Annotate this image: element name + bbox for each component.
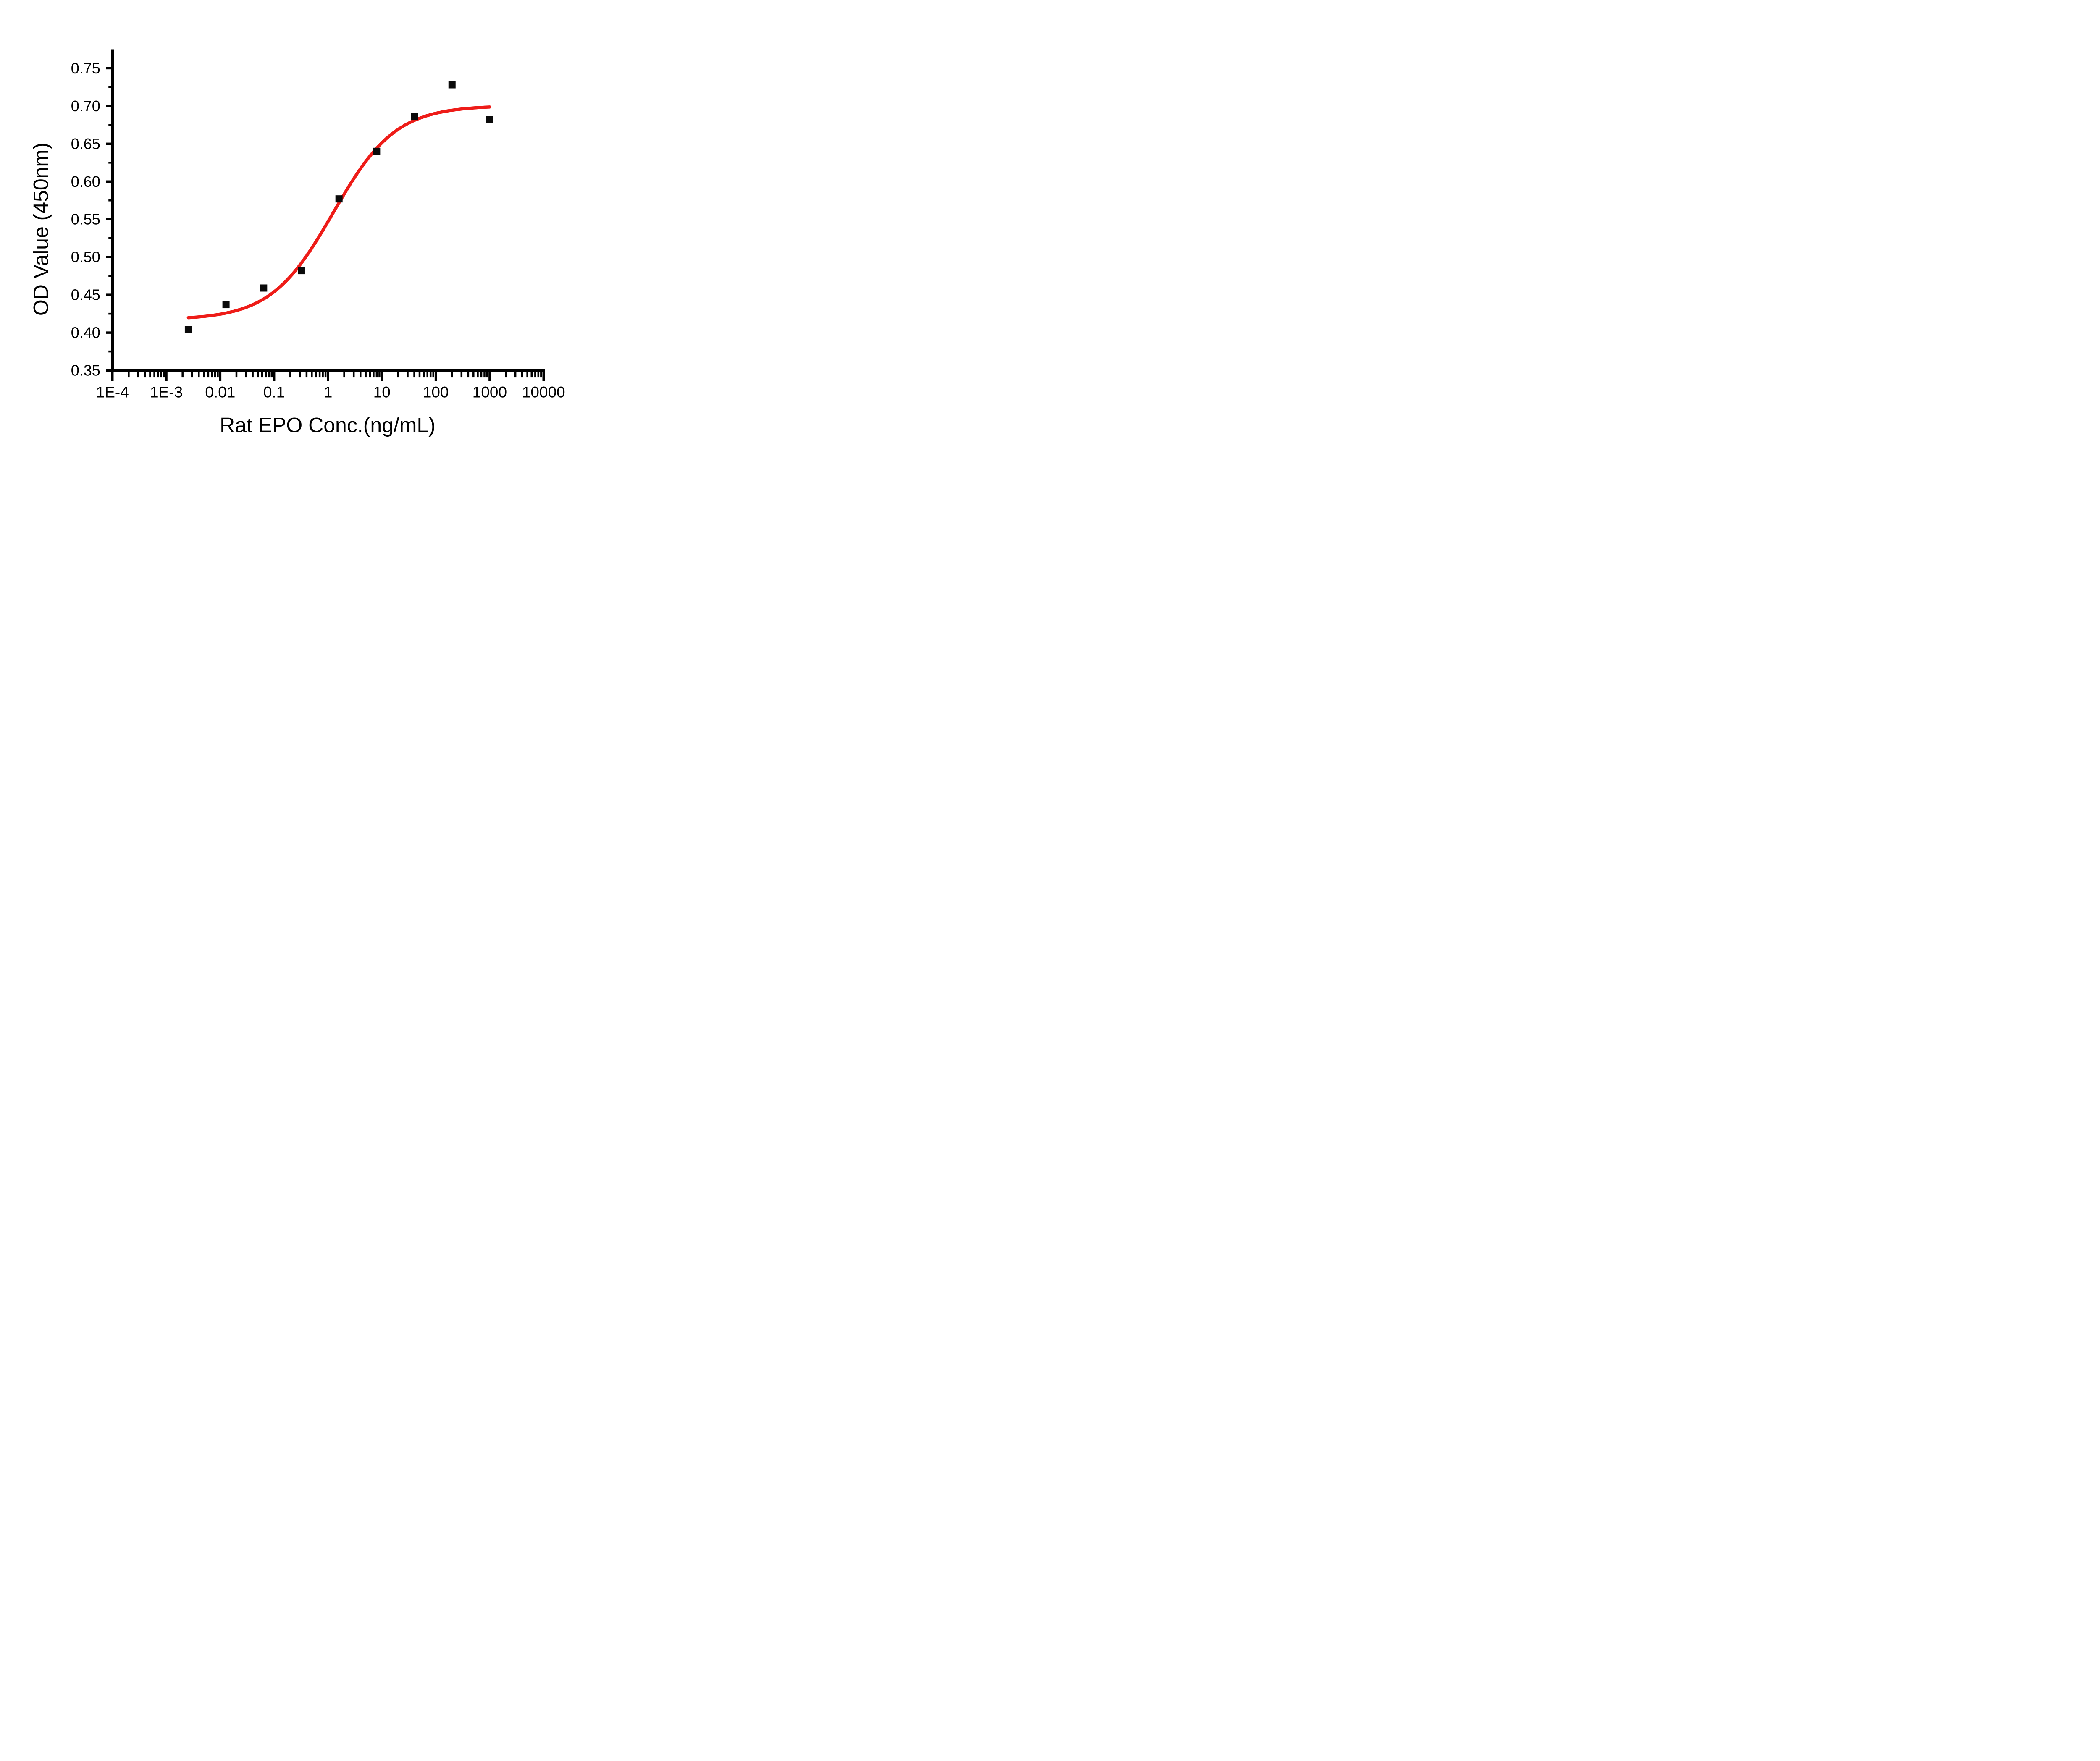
data-point-marker bbox=[335, 195, 343, 203]
y-axis-title: OD Value (450nm) bbox=[29, 142, 52, 316]
y-tick-label: 0.70 bbox=[71, 97, 100, 115]
x-tick-label: 1000 bbox=[472, 384, 507, 401]
x-tick-label: 1E-3 bbox=[150, 384, 183, 401]
data-point-marker bbox=[222, 301, 230, 309]
x-tick-label: 10000 bbox=[522, 384, 565, 401]
data-point-marker bbox=[411, 113, 418, 121]
data-point-marker bbox=[448, 81, 456, 89]
data-point-marker bbox=[184, 326, 192, 333]
x-tick-label: 0.01 bbox=[205, 384, 235, 401]
x-tick-label: 0.1 bbox=[263, 384, 285, 401]
chart-generated-content: 1E-4 1E-3 0.01 0.1 1 10 100 1000 10000 0.35 0.40 0.… bbox=[71, 49, 565, 401]
y-tick-label: 0.35 bbox=[71, 362, 100, 379]
y-tick-label: 0.55 bbox=[71, 211, 100, 228]
y-tick-label: 0.45 bbox=[71, 286, 100, 304]
x-axis-title: Rat EPO Conc.(ng/mL) bbox=[220, 414, 436, 437]
y-tick-label: 0.40 bbox=[71, 324, 100, 341]
x-tick-label: 10 bbox=[373, 384, 391, 401]
data-point-marker bbox=[486, 116, 494, 123]
y-tick-label: 0.65 bbox=[71, 135, 100, 152]
y-tick-label: 0.50 bbox=[71, 249, 100, 266]
data-point-marker bbox=[297, 267, 305, 275]
fit-curve bbox=[186, 105, 491, 320]
y-tick-label: 0.75 bbox=[71, 60, 100, 77]
x-tick-label: 1 bbox=[324, 384, 333, 401]
x-tick-label: 100 bbox=[423, 384, 449, 401]
data-point-marker bbox=[373, 147, 381, 155]
chart-canvas: 1E-4 1E-3 0.01 0.1 1 10 100 1000 10000 0.35 0.40 0.… bbox=[29, 49, 565, 437]
elisa-dose-response-figure: 1E-4 1E-3 0.01 0.1 1 10 100 1000 10000 0.35 0.40 0.… bbox=[0, 0, 630, 440]
data-point-marker bbox=[260, 284, 268, 292]
y-tick-label: 0.60 bbox=[71, 173, 100, 190]
x-tick-label: 1E-4 bbox=[96, 384, 129, 401]
page: { "figure": { "background_color": "#ffff… bbox=[0, 0, 630, 440]
